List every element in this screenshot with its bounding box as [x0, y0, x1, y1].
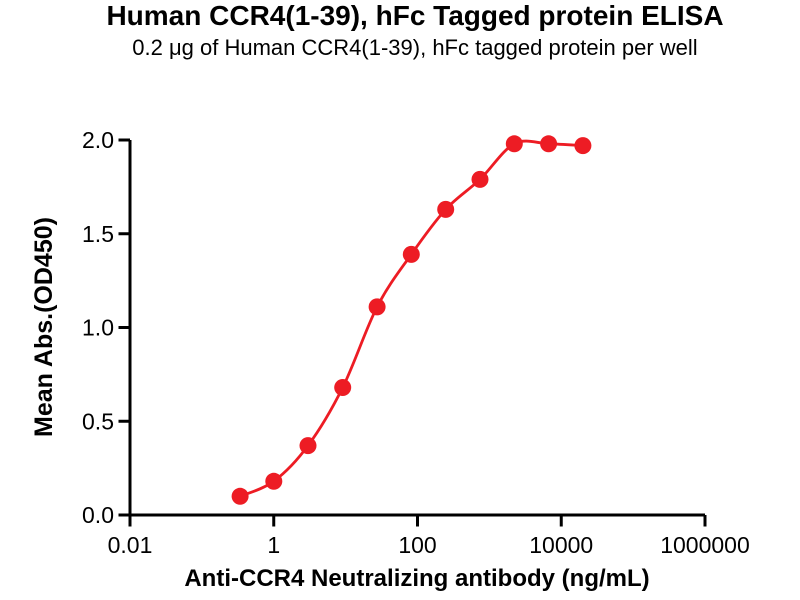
- data-point: [574, 137, 592, 155]
- y-tick-label: 0.5: [82, 408, 114, 434]
- x-tick-label: 10000: [529, 532, 593, 558]
- x-tick-label: 0.01: [108, 532, 153, 558]
- data-point: [540, 135, 558, 153]
- data-point: [368, 298, 386, 316]
- series-layer: [231, 135, 592, 505]
- data-point: [437, 200, 455, 218]
- data-point: [471, 170, 489, 188]
- data-point: [402, 245, 420, 263]
- data-point: [505, 135, 523, 153]
- page-subtitle: 0.2 μg of Human CCR4(1-39), hFc tagged p…: [132, 35, 698, 60]
- x-tick-label: 1000000: [660, 532, 750, 558]
- data-point: [334, 379, 352, 396]
- x-tick-label: 1: [267, 532, 280, 558]
- x-axis-title: Anti-CCR4 Neutralizing antibody (ng/mL): [184, 565, 649, 592]
- y-tick-label: 2.0: [82, 127, 114, 153]
- fit-curve: [238, 139, 585, 498]
- y-tick-label: 1.0: [82, 315, 114, 341]
- axes-layer: 0.01 1 100 10000 1000000 0.0 0.5 1.0 1.5 2.0: [82, 127, 750, 558]
- data-point: [231, 487, 249, 505]
- x-tick-label: 100: [398, 532, 436, 558]
- data-point: [299, 437, 317, 455]
- data-point: [265, 472, 283, 490]
- page-title: Human CCR4(1-39), hFc Tagged protein ELI…: [106, 0, 724, 31]
- y-tick-label: 1.5: [82, 221, 114, 247]
- y-tick-label: 0.0: [82, 502, 114, 528]
- y-axis-title: Mean Abs.(OD450): [30, 217, 58, 437]
